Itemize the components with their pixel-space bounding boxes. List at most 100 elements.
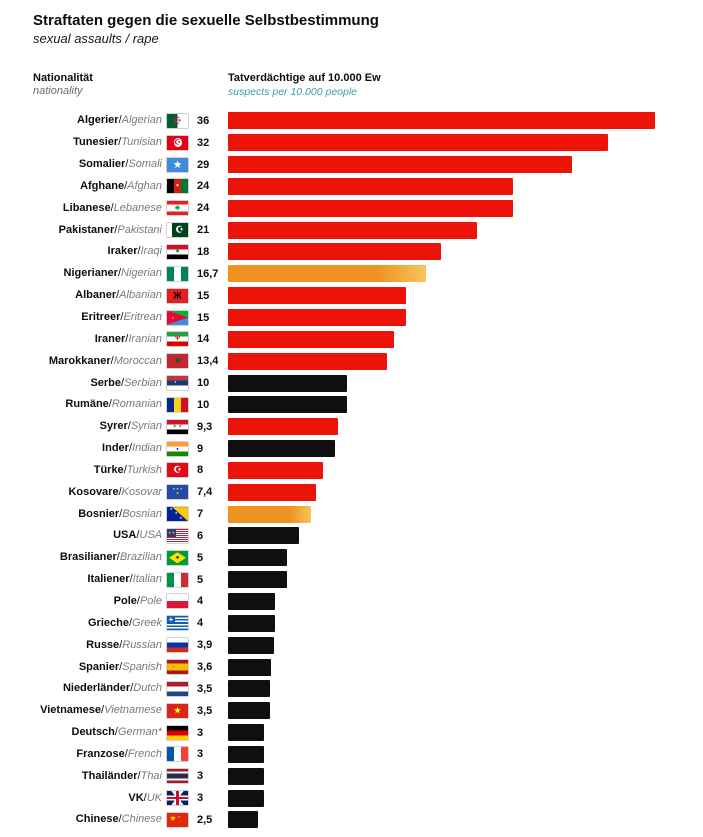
nationality-label-de: Italiener — [87, 573, 130, 586]
value-label: 9 — [197, 442, 204, 455]
label-slash: / — [129, 573, 133, 586]
nationality-label-en: Indian — [132, 442, 162, 455]
nationality-label-en: Pole — [139, 594, 162, 607]
flag-cell: ▪ — [162, 660, 195, 675]
nationality-label: Albaner/Albanian — [0, 290, 162, 301]
flag-cell — [162, 266, 195, 281]
flag-emblem: ☪ — [173, 115, 182, 126]
label-slash: / — [137, 245, 141, 258]
bar-black — [228, 811, 258, 829]
nationality-label: Grieche/Greek — [0, 617, 162, 629]
bar-black — [228, 549, 288, 567]
chart-row: Inder/Indian ● 9 — [0, 438, 703, 460]
flag-dz-icon: ☪ — [167, 113, 188, 128]
bar-track — [228, 287, 703, 305]
bar-track — [228, 243, 703, 261]
nationality-label-en: UK — [146, 791, 162, 804]
flag-cell — [162, 681, 195, 696]
nationality-label-en: Serbian — [124, 376, 162, 389]
bar-track — [228, 483, 703, 501]
nationality-label-de: Iraker — [107, 245, 138, 258]
flag-overlay — [173, 138, 182, 148]
bar-track — [228, 199, 703, 217]
flag-in-icon: ● — [167, 441, 188, 456]
flag-emblem: ● — [175, 554, 180, 561]
flag-cell: ● — [162, 550, 195, 565]
nationality-label: Serbe/Serbian — [0, 376, 162, 389]
value-label: 10 — [197, 398, 210, 411]
chart-row: Iraner/Iranian Ψ 14 — [0, 328, 703, 350]
value-label: 4 — [197, 595, 204, 608]
label-slash: / — [114, 726, 118, 739]
nationality-label: Iraker/Iraqi — [0, 246, 162, 257]
nationality-label-en: Nigerian — [121, 267, 162, 280]
nationality-label-en: Iranian — [128, 332, 162, 345]
flag-cell — [162, 638, 195, 653]
flag-ro-icon — [167, 397, 188, 412]
label-slash: / — [119, 507, 123, 520]
chart-row: Eritreer/Eritrean ● 15 — [0, 307, 703, 329]
flag-xk-icon: ⋆ ⋆ ⋆ ● — [167, 485, 188, 500]
bar-black — [228, 745, 264, 763]
bar-track — [228, 374, 703, 392]
chart-row: Albaner/Albanian Ж 15 — [0, 285, 703, 307]
flag-pl-icon — [167, 594, 188, 609]
flag-emblem: ★ — [173, 705, 182, 715]
nationality-label: Eritreer/Eritrean — [0, 312, 162, 323]
page-subtitle: sexual assaults / rape — [33, 31, 159, 46]
value-label: 8 — [197, 464, 204, 477]
flag-gr-icon: + — [167, 616, 188, 631]
value-header-de: Tatverdächtige auf 10.000 Ew — [228, 72, 381, 84]
nationality-label-de: USA — [113, 529, 137, 542]
chart-row: Thailänder/Thai 3 — [0, 765, 703, 787]
nationality-label-en: USA — [139, 529, 162, 542]
nationality-label: Tunesier/Tunisian — [0, 137, 162, 148]
chart-row: Pole/Pole 4 — [0, 591, 703, 613]
bar-track — [228, 767, 703, 785]
flag-es-icon: ▪ — [167, 660, 188, 675]
flag-cell: ⋆ ⋆ — [162, 528, 195, 543]
flag-emblem: ▪ — [172, 664, 175, 670]
flag-th-icon — [167, 769, 188, 784]
value-label: 5 — [197, 551, 204, 564]
flag-br-icon: ● — [167, 550, 188, 565]
label-slash: / — [123, 463, 127, 476]
nationality-label-de: Eritreer — [81, 311, 121, 324]
label-slash: / — [124, 179, 128, 192]
value-label: 3,9 — [197, 639, 213, 652]
nationality-label-en: Eritrean — [123, 311, 162, 324]
nationality-label-de: Pole — [113, 594, 137, 607]
flag-cell — [162, 791, 195, 806]
bar-track — [228, 112, 703, 130]
flag-cell: ★ — [162, 157, 195, 172]
bar-track — [228, 418, 703, 436]
label-slash: / — [118, 114, 122, 127]
label-slash: / — [101, 704, 105, 717]
nationality-label: Türke/Turkish — [0, 463, 162, 476]
nationality-label-en: Albanian — [119, 289, 162, 302]
flag-cell: ★ — [162, 703, 195, 718]
chart-row: Nigerianer/Nigerian 16,7 — [0, 263, 703, 285]
nationality-label-de: Serbe — [90, 376, 122, 389]
value-label: 10 — [197, 377, 210, 390]
nationality-label-de: Deutsch — [71, 726, 115, 739]
label-slash: / — [124, 747, 128, 760]
nationality-label-en: Pakistani — [117, 223, 162, 236]
bar-track — [228, 134, 703, 152]
flag-cell: ⋆ ⋆ — [162, 419, 195, 434]
flag-cell: Ж — [162, 288, 195, 303]
nationality-label-de: Türke — [93, 463, 124, 476]
label-slash: / — [127, 420, 131, 433]
nationality-label-de: Kosovare — [68, 485, 119, 498]
nationality-label: Marokkaner/Moroccan — [0, 355, 162, 367]
value-column-header: Tatverdächtige auf 10.000 Ew suspects pe… — [228, 72, 381, 98]
value-label: 9,3 — [197, 420, 213, 433]
nationality-label-de: Algerier — [77, 114, 119, 127]
flag-iq-icon: ★ — [167, 244, 188, 259]
nationality-label-de: Chinese — [75, 813, 119, 826]
bar-black — [228, 571, 288, 589]
flag-af-icon: ● — [167, 179, 188, 194]
flag-emblem: ★ — [169, 815, 177, 823]
bar-black — [228, 680, 270, 698]
nationality-label-de: Bosnier — [78, 507, 120, 520]
